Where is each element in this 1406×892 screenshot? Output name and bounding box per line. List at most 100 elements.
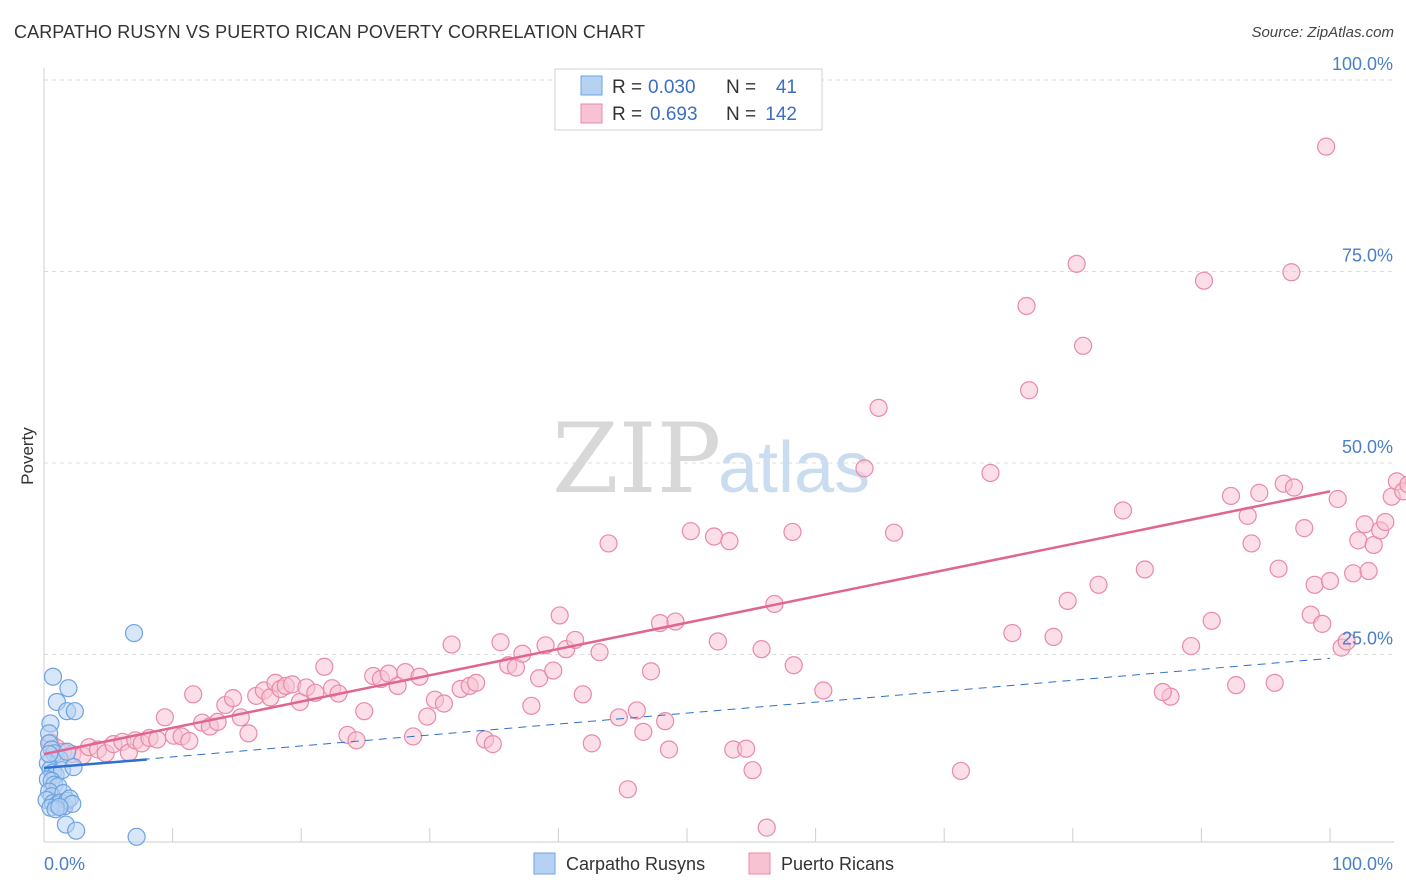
series-legend-label-puerto-ricans: Puerto Ricans (781, 854, 894, 874)
puerto-ricans-points (41, 137, 1406, 837)
legend-r-value-2: 0.693 (650, 104, 698, 125)
puerto-ricans-trend (43, 490, 1331, 756)
puerto-ricans-point-133 (1344, 564, 1363, 583)
puerto-ricans-point-146 (1284, 478, 1304, 497)
y-axis-title: Poverty (18, 427, 37, 485)
puerto-ricans-point-127 (1313, 614, 1332, 633)
puerto-ricans-point-41 (347, 731, 366, 750)
puerto-ricans-point-19 (184, 685, 203, 704)
puerto-ricans-point-118 (1242, 534, 1261, 553)
puerto-ricans-point-98 (884, 523, 904, 542)
legend-n-value-1: 41 (776, 77, 797, 98)
puerto-ricans-point-143 (1399, 475, 1406, 494)
puerto-ricans-point-86 (720, 532, 739, 551)
puerto-ricans-point-90 (752, 640, 771, 659)
y-tick-labels: 25.0% 50.0% 75.0% 100.0% (1332, 54, 1393, 649)
carpatho-rusyns-point-3 (59, 679, 78, 698)
puerto-ricans-point-101 (1003, 623, 1022, 643)
puerto-ricans-point-102 (1017, 296, 1036, 316)
carpatho-rusyns-point-0 (43, 667, 63, 686)
puerto-ricans-point-100 (981, 463, 1000, 483)
x-tick-label-max: 100.0% (1332, 854, 1393, 874)
legend-n-label-2: N = (726, 104, 756, 125)
puerto-ricans-point-14 (148, 730, 167, 749)
puerto-ricans-point-103 (1019, 381, 1039, 400)
x-tick-label-min: 0.0% (44, 854, 85, 874)
series-legend-swatch-carpatho-rusyns (533, 852, 556, 875)
carpatho-rusyns-point-36 (67, 821, 86, 840)
puerto-ricans-point-107 (1073, 336, 1093, 355)
puerto-ricans-point-18 (180, 731, 199, 751)
carpatho-rusyns-point-4 (65, 702, 84, 721)
puerto-ricans-point-114 (1202, 611, 1221, 630)
puerto-ricans-point-132 (1337, 632, 1356, 651)
puerto-ricans-point-96 (855, 459, 874, 478)
puerto-ricans-point-121 (1269, 559, 1288, 578)
puerto-ricans-point-22 (208, 712, 227, 732)
legend-n-label-1: N = (726, 77, 756, 98)
puerto-ricans-point-134 (1349, 531, 1368, 550)
puerto-ricans-point-99 (951, 761, 971, 781)
puerto-ricans-point-52 (434, 694, 454, 713)
puerto-ricans-point-67 (550, 606, 569, 625)
puerto-ricans-point-110 (1135, 560, 1154, 579)
puerto-ricans-point-81 (659, 740, 679, 759)
puerto-ricans-point-56 (466, 673, 486, 692)
x-ticks (172, 828, 1331, 842)
puerto-ricans-point-58 (483, 735, 502, 754)
series-legend-swatch-puerto-ricans (748, 852, 771, 875)
puerto-ricans-point-59 (491, 633, 510, 652)
legend-r-label-1: R = (612, 77, 642, 98)
puerto-ricans-point-78 (641, 662, 661, 681)
puerto-ricans-point-91 (757, 818, 776, 837)
puerto-ricans-point-126 (1305, 575, 1324, 594)
puerto-ricans-point-93 (783, 522, 802, 542)
puerto-ricans-point-124 (1295, 519, 1314, 538)
legend-r-label-2: R = (612, 104, 642, 125)
carpatho-rusyns-trend-dashed (43, 657, 1331, 769)
puerto-ricans-point-116 (1227, 676, 1246, 695)
puerto-ricans-point-115 (1221, 486, 1241, 506)
puerto-ricans-point-53 (442, 635, 461, 654)
puerto-ricans-point-89 (743, 761, 762, 780)
y-tick-label-75: 75.0% (1342, 246, 1393, 266)
puerto-ricans-point-76 (627, 701, 646, 720)
puerto-ricans-point-113 (1194, 271, 1214, 290)
puerto-ricans-point-135 (1355, 515, 1374, 534)
puerto-ricans-point-139 (1376, 512, 1395, 532)
puerto-ricans-point-50 (418, 707, 437, 726)
carpatho-rusyns-point-34 (50, 797, 69, 817)
puerto-ricans-point-129 (1320, 571, 1340, 591)
legend-r-value-1: 0.030 (648, 77, 696, 98)
legend-n-value-2: 142 (765, 104, 797, 125)
source-label: Source: ZipAtlas.com (1251, 24, 1394, 41)
y-tick-label-100: 100.0% (1332, 54, 1393, 74)
puerto-ricans-point-24 (223, 689, 243, 708)
puerto-ricans-point-63 (522, 696, 541, 715)
watermark-zip: ZIP (552, 403, 721, 515)
y-tick-label-50: 50.0% (1342, 437, 1393, 457)
legend-swatch-puerto-ricans (580, 103, 603, 124)
puerto-ricans-point-25 (231, 708, 250, 727)
puerto-ricans-point-120 (1265, 673, 1284, 692)
correlation-legend: R = 0.030 N = 41 R = 0.693 N = 142 (554, 68, 823, 131)
puerto-ricans-point-94 (784, 656, 803, 675)
chart-title: CARPATHO RUSYN VS PUERTO RICAN POVERTY C… (14, 22, 646, 42)
axes (43, 68, 1394, 843)
puerto-ricans-point-42 (355, 702, 374, 721)
puerto-ricans-point-64 (530, 669, 549, 688)
puerto-ricans-point-77 (634, 722, 653, 741)
puerto-ricans-point-130 (1328, 489, 1347, 509)
puerto-ricans-point-66 (544, 661, 563, 680)
puerto-ricans-point-119 (1250, 483, 1269, 502)
puerto-ricans-point-97 (869, 398, 888, 417)
puerto-ricans-point-104 (1044, 627, 1063, 646)
puerto-ricans-point-128 (1317, 137, 1336, 156)
puerto-ricans-point-105 (1058, 591, 1077, 610)
puerto-ricans-point-72 (590, 643, 609, 662)
puerto-ricans-point-37 (315, 657, 334, 676)
watermark-atlas: atlas (718, 428, 870, 508)
series-legend-label-carpatho-rusyns: Carpatho Rusyns (566, 854, 705, 874)
puerto-ricans-point-109 (1113, 501, 1133, 520)
